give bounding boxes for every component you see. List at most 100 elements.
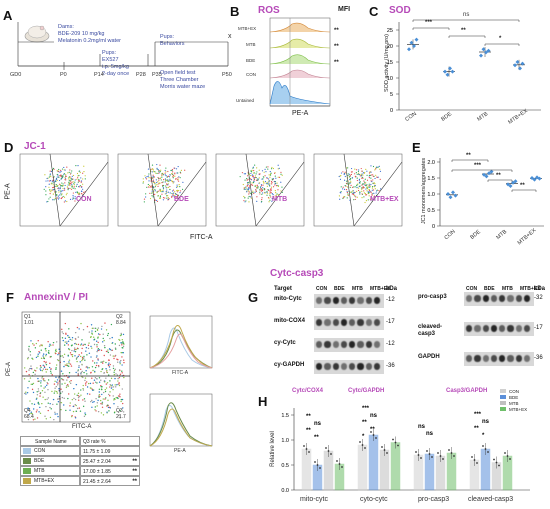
jc1-event	[55, 191, 57, 193]
jc1-event	[275, 183, 277, 185]
jc1-event	[257, 187, 259, 189]
jc1-event	[56, 176, 58, 178]
jc1-event	[172, 195, 174, 197]
annexin-event	[91, 327, 94, 330]
blot-strip	[314, 360, 384, 374]
jc1-event	[164, 181, 166, 183]
annexin-event	[36, 409, 38, 411]
jc1-event	[248, 195, 250, 198]
annexin-event	[91, 399, 93, 402]
quadrant-name: Q1	[24, 314, 31, 320]
jc1-event	[145, 193, 147, 195]
blot-kda: -36	[386, 363, 395, 369]
annexin-event	[109, 391, 111, 393]
jc1-event	[176, 172, 178, 174]
jc1-event	[152, 179, 154, 181]
annexin-event	[78, 407, 81, 409]
jc1-event	[264, 168, 266, 170]
jc1-event	[63, 187, 66, 189]
annexin-event	[47, 379, 50, 381]
jc1-event	[260, 184, 263, 186]
jc1-event	[251, 174, 254, 176]
jc1-event	[60, 176, 62, 178]
annexin-event	[97, 348, 100, 350]
jc1-event	[55, 184, 57, 186]
annexin-event	[67, 344, 70, 346]
annexin-event	[45, 355, 47, 357]
jc1-gate-line	[255, 161, 305, 227]
jc1-event	[354, 198, 356, 201]
sod-point	[412, 44, 416, 48]
fitc-hist-xlabel: FITC-A	[172, 370, 189, 376]
jc1-event	[248, 185, 250, 187]
annexin-event	[113, 403, 115, 405]
annexin-event	[90, 387, 92, 389]
jc1-event	[260, 185, 263, 187]
jc1-event	[158, 172, 160, 174]
annexin-event	[55, 364, 58, 366]
jc1-gate-line	[245, 153, 257, 227]
jc1-event	[84, 175, 86, 177]
jc1-event	[171, 168, 174, 171]
quadrant-value: 1.01	[24, 320, 34, 326]
panel-d: D JC-1 PE-A FITC-A CON BDE MTB MTB+EX	[0, 136, 410, 246]
jc1-event	[58, 187, 60, 189]
jc1-ratio-ylabel: JC1 monomers/aggregates	[421, 157, 427, 225]
jc1-event	[45, 190, 47, 192]
annexin-event	[49, 416, 52, 419]
jc1-event	[278, 176, 281, 179]
jc1-event	[81, 185, 83, 188]
h-point	[383, 449, 386, 451]
jc1-event	[55, 185, 57, 187]
jc1-event	[277, 164, 279, 166]
jc1-event	[152, 180, 155, 182]
annexin-event	[84, 413, 87, 416]
annexin-event	[105, 368, 107, 370]
annexin-event	[66, 379, 68, 381]
sod-ytick-label: 5	[390, 92, 393, 98]
jc1-event	[160, 179, 162, 181]
quadrant-value: 21.7	[116, 414, 126, 420]
annexin-event	[39, 392, 42, 394]
annexin-event	[122, 347, 124, 349]
h-group-title: Cytc/COX4	[292, 388, 324, 394]
annexin-event	[77, 336, 80, 338]
annexin-event	[69, 405, 71, 407]
jc1-event	[75, 191, 77, 193]
jc1-event	[246, 177, 248, 180]
jc1-event	[165, 171, 167, 173]
jc1-event	[154, 190, 156, 192]
annexin-event	[79, 410, 82, 412]
annexin-event	[97, 410, 100, 413]
annexin-event	[43, 365, 46, 367]
quadrant-q2: Q2 8.84	[116, 314, 126, 326]
jc1-event	[151, 192, 153, 194]
jc1-event	[255, 190, 257, 192]
annexin-event	[112, 395, 114, 397]
ros-xlabel: PE-A	[292, 110, 309, 117]
jc1-event	[50, 183, 52, 185]
jc1-event	[261, 189, 264, 192]
jc1-event	[179, 186, 181, 188]
jc1-event	[54, 179, 56, 181]
blot-kda: -17	[386, 319, 395, 325]
h-sig-label: *	[362, 434, 365, 440]
annexin-event	[43, 366, 46, 369]
jc1-event	[43, 188, 45, 190]
annexin-event	[87, 347, 90, 350]
annexin-event	[60, 370, 63, 372]
annexin-event	[77, 396, 80, 399]
annexin-event	[41, 390, 44, 392]
jc1-event	[45, 180, 47, 182]
annexin-event	[64, 322, 67, 325]
jc1-event	[172, 190, 174, 192]
jc1-event	[177, 194, 180, 196]
annexin-event	[97, 399, 99, 402]
jc1-event	[69, 187, 71, 190]
jc1-event	[70, 188, 73, 190]
jc1-event	[44, 174, 46, 176]
annexin-event	[34, 418, 36, 420]
annexin-event	[67, 340, 70, 342]
jc1-event	[269, 176, 271, 178]
h-point	[498, 464, 500, 467]
